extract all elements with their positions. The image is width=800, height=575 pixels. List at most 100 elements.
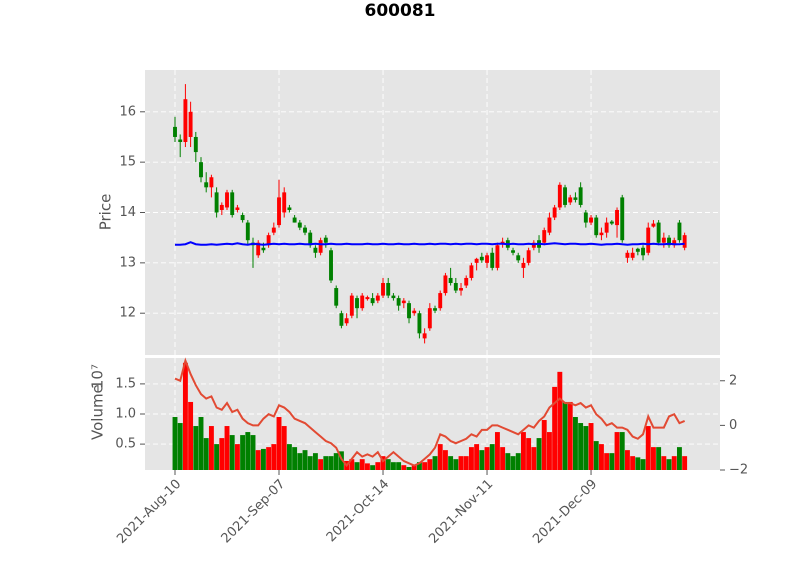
candle-body [573, 197, 578, 200]
candle-body [412, 310, 417, 314]
volume-bar [484, 447, 490, 470]
volume-bar [588, 423, 594, 470]
y-tick-label: 0.5 [115, 437, 136, 452]
candle-body [672, 240, 677, 246]
volume-bar [572, 417, 578, 470]
volume-bar [619, 432, 625, 470]
candle-body [531, 242, 536, 248]
candle-body [630, 252, 635, 258]
candle-body [209, 177, 214, 188]
candle-body [656, 222, 661, 243]
volume-bar [557, 371, 563, 470]
y-tick-label: 12 [119, 306, 136, 321]
volume-bar [229, 435, 235, 470]
volume-bar [188, 401, 194, 470]
volume-bar [380, 456, 386, 470]
candle-body [183, 99, 188, 143]
volume-bar [593, 441, 599, 470]
chart-title: 600081 [365, 1, 436, 21]
candle-body [433, 308, 437, 311]
volume-bar [474, 444, 480, 470]
volume-bar [177, 423, 183, 470]
volume-bar [364, 463, 370, 470]
volume-bar [302, 450, 308, 470]
candle-body [547, 217, 552, 233]
volume-bar [271, 444, 277, 470]
y2-tick-label: 0 [729, 418, 737, 433]
candle-body [313, 247, 318, 253]
volume-bar [526, 438, 532, 470]
volume-bar [536, 438, 542, 470]
y-tick-label: 16 [119, 104, 136, 119]
volume-bar [281, 426, 287, 470]
volume-axis-label: Volume [89, 384, 107, 440]
candle-body [682, 235, 687, 248]
volume-bar [562, 401, 568, 470]
candle-body [464, 277, 469, 286]
y2-tick-label: 2 [729, 373, 737, 388]
volume-bar [479, 450, 485, 470]
candle-body [427, 308, 432, 329]
volume-bar [552, 386, 558, 470]
volume-bar [427, 459, 433, 470]
volume-bar [567, 401, 573, 470]
volume-bar [630, 456, 636, 470]
candle-body [490, 252, 495, 268]
candle-body [277, 197, 281, 226]
candle-body [271, 227, 276, 233]
volume-bar [500, 447, 506, 470]
candle-body [625, 252, 630, 258]
x-tick-label: 2021-Dec-09 [530, 477, 600, 547]
volume-bar [224, 426, 230, 470]
volume-bar [541, 420, 547, 470]
volume-bar [370, 465, 376, 470]
volume-bar [666, 459, 672, 470]
volume-bar [494, 432, 500, 470]
volume-bar [203, 438, 209, 470]
volume-bar [323, 456, 329, 470]
y2-tick-label: −2 [729, 463, 748, 478]
candle-body [589, 217, 593, 223]
volume-bar [442, 450, 448, 470]
candle-body [448, 277, 453, 283]
volume-bar [359, 459, 365, 470]
volume-bar [661, 456, 667, 470]
candle-body [594, 217, 599, 236]
volume-bar [650, 447, 656, 470]
price-line [175, 241, 685, 246]
candle-body [339, 313, 344, 326]
candle-body [287, 207, 292, 210]
candle-body [495, 245, 500, 268]
candle-body [344, 318, 349, 324]
volume-bar [182, 362, 188, 470]
volume-bar [598, 444, 604, 470]
candle-body [308, 232, 313, 246]
x-tick-label: 2021-Aug-10 [114, 477, 184, 547]
candle-body [375, 295, 380, 301]
candle-body [563, 187, 567, 205]
x-tick-label: 2021-Nov-11 [426, 477, 496, 547]
candle-body [225, 192, 229, 208]
volume-bar [333, 453, 339, 470]
candle-body [219, 204, 224, 210]
volume-offset: 10⁷ [89, 364, 107, 389]
candle-body [459, 288, 463, 291]
volume-bar [318, 459, 324, 470]
candle-body [438, 293, 443, 309]
candle-body [422, 333, 427, 339]
volume-bar [609, 453, 615, 470]
volume-bar [614, 432, 620, 470]
candle-body [178, 139, 183, 143]
candle-body [365, 297, 370, 300]
volume-bar [375, 462, 381, 470]
volume-bar [328, 456, 334, 470]
volume-bar [437, 444, 443, 470]
candle-body [453, 282, 458, 291]
volume-bar [468, 447, 474, 470]
candle-body [469, 265, 474, 278]
candle-body [370, 298, 375, 304]
candle-body [635, 248, 640, 252]
y-axis-label: Price [97, 194, 115, 231]
candle-body [568, 197, 573, 203]
volume-bar [411, 465, 417, 470]
